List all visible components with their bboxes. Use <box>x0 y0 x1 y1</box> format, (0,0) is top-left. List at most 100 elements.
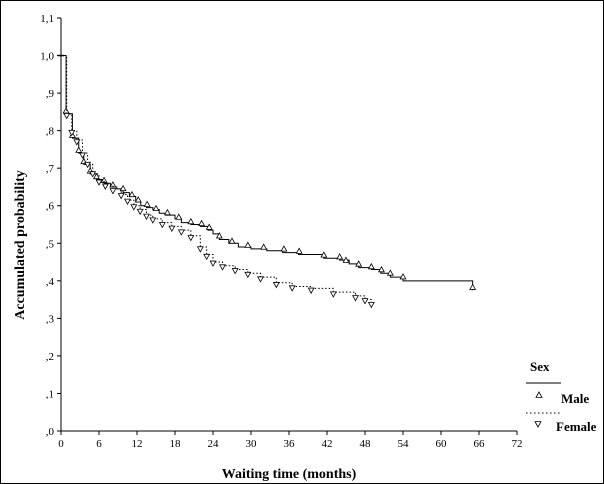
data-point-male <box>163 208 171 216</box>
data-point-female <box>361 298 369 305</box>
data-point-male <box>355 260 363 267</box>
data-point-female <box>168 225 176 233</box>
y-tick-label: ,4 <box>46 276 55 288</box>
data-point-male <box>295 247 303 254</box>
data-point-female <box>73 139 81 146</box>
data-point-female <box>101 183 109 190</box>
data-point-male <box>399 273 407 280</box>
data-point-female <box>219 264 226 271</box>
x-tick-label: 66 <box>474 438 486 450</box>
data-point-female <box>187 235 195 242</box>
data-point-female <box>257 276 264 283</box>
legend-title: Sex <box>530 359 550 374</box>
x-tick-label: 12 <box>132 438 143 450</box>
data-point-female <box>288 285 296 292</box>
data-point-female <box>68 129 76 137</box>
x-tick-label: 30 <box>246 438 258 450</box>
data-point-male <box>75 146 83 153</box>
y-tick-label: ,0 <box>46 426 55 438</box>
data-point-female <box>89 171 97 178</box>
data-point-female <box>84 161 92 169</box>
data-point-male <box>175 213 183 220</box>
data-point-male <box>92 172 100 180</box>
data-point-female <box>79 152 87 159</box>
data-point-male <box>244 241 252 248</box>
x-tick-label: 72 <box>512 438 523 450</box>
y-tick-label: ,8 <box>46 126 55 138</box>
data-point-female <box>143 213 150 220</box>
x-tick-label: 54 <box>398 438 410 450</box>
data-point-male <box>280 245 288 252</box>
data-point-male <box>134 196 142 203</box>
legend-marker-male-icon <box>535 391 543 398</box>
legend-triangle-up-icon <box>535 391 543 398</box>
data-point-male <box>205 223 213 230</box>
data-point-male <box>100 176 108 183</box>
x-tick-label: 0 <box>58 438 64 450</box>
legend: Sex Male Female <box>526 359 597 434</box>
data-point-male <box>187 217 195 225</box>
x-tick-label: 36 <box>284 438 296 450</box>
data-point-male <box>260 243 268 250</box>
data-point-female <box>352 295 359 302</box>
legend-triangle-down-icon <box>534 421 542 428</box>
data-point-male <box>215 232 223 239</box>
data-point-female <box>244 271 252 279</box>
series-layer <box>58 54 477 309</box>
x-axis-label: Waiting time (months) <box>222 467 357 482</box>
data-point-male <box>320 251 328 258</box>
data-point-male <box>128 190 136 198</box>
data-point-male <box>143 200 151 207</box>
x-tick-label: 24 <box>208 438 220 450</box>
x-tick-label: 60 <box>436 438 448 450</box>
legend-marker-female-icon <box>534 421 542 428</box>
data-point-female <box>130 204 138 211</box>
data-point-female <box>95 179 103 186</box>
data-point-female <box>272 282 280 289</box>
y-tick-label: 1,0 <box>40 51 54 63</box>
data-point-male <box>377 265 385 273</box>
y-axis-label: Accumulated probability <box>13 170 28 319</box>
axes: 0 6 12 18 24 30 36 42 48 54 60 66 72 ,0 ,1 ,2 ,3 ,4 ,5 ,6 ,7… <box>40 13 522 450</box>
x-tick-label: 6 <box>96 438 102 450</box>
data-point-male <box>342 256 350 263</box>
y-tick-label: 1,1 <box>40 13 54 25</box>
data-point-female <box>177 229 185 236</box>
data-point-female <box>329 291 337 298</box>
y-tick-label: ,2 <box>46 351 54 363</box>
data-point-male <box>119 184 127 192</box>
data-point-female <box>203 253 211 261</box>
y-tick-label: ,3 <box>46 313 55 325</box>
data-point-female <box>63 113 71 120</box>
data-point-male <box>62 107 70 114</box>
data-point-male <box>386 269 394 276</box>
data-point-female <box>109 188 117 195</box>
data-point-female <box>149 217 157 224</box>
x-tick-label: 42 <box>322 438 333 450</box>
data-point-female <box>367 301 375 309</box>
data-point-female <box>196 246 204 253</box>
data-point-female <box>136 208 144 216</box>
y-tick-label: ,6 <box>46 201 55 213</box>
series-line-male <box>61 55 474 291</box>
data-point-male <box>367 262 375 270</box>
data-point-female <box>117 193 125 200</box>
data-point-male <box>152 204 160 211</box>
x-tick-label: 48 <box>360 438 372 450</box>
y-tick-label: ,5 <box>46 238 55 250</box>
data-point-female <box>307 287 315 294</box>
legend-label-female: Female <box>556 419 597 434</box>
series-line-female <box>61 55 372 304</box>
x-tick-label: 18 <box>170 438 182 450</box>
data-point-female <box>231 268 239 275</box>
data-point-male <box>469 283 477 290</box>
legend-label-male: Male <box>561 391 589 406</box>
data-point-female <box>209 260 217 267</box>
data-point-female <box>158 221 166 229</box>
y-tick-label: ,9 <box>46 88 55 100</box>
data-point-male <box>198 219 206 227</box>
data-point-male <box>228 237 236 244</box>
y-tick-label: ,1 <box>46 388 54 400</box>
data-point-female <box>124 198 131 205</box>
